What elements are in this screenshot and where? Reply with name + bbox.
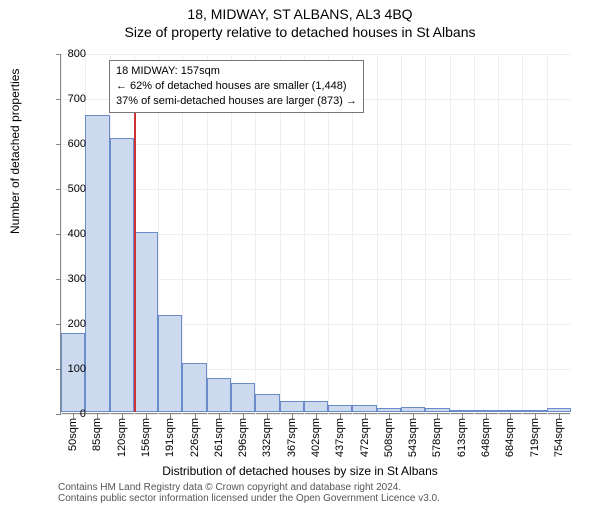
histogram-bar: [304, 401, 328, 412]
gridline: [425, 54, 426, 414]
xtick-label: 648sqm: [480, 418, 492, 457]
xtick-label: 508sqm: [383, 418, 395, 457]
gridline: [474, 54, 475, 414]
xtick-label: 332sqm: [261, 418, 273, 457]
histogram-bar: [474, 410, 498, 412]
histogram-bar: [328, 405, 352, 412]
x-axis-label: Distribution of detached houses by size …: [0, 464, 600, 478]
gridline: [61, 144, 571, 145]
xtick-label: 719sqm: [529, 418, 541, 457]
ytick-label: 700: [46, 93, 86, 105]
histogram-bar: [280, 401, 304, 412]
xtick-label: 472sqm: [359, 418, 371, 457]
xtick-label: 754sqm: [553, 418, 565, 457]
histogram-bar: [522, 410, 546, 412]
ytick-label: 600: [46, 138, 86, 150]
xtick-label: 367sqm: [286, 418, 298, 457]
histogram-bar: [85, 115, 109, 412]
marker-line: [134, 97, 136, 412]
annotation-line: 37% of semi-detached houses are larger (…: [116, 94, 357, 109]
histogram-bar: [425, 408, 449, 412]
annotation-line: ← 62% of detached houses are smaller (1,…: [116, 79, 357, 94]
gridline: [61, 189, 571, 190]
ytick-label: 0: [46, 408, 86, 420]
xtick-label: 296sqm: [237, 418, 249, 457]
attribution-line: Contains HM Land Registry data © Crown c…: [58, 482, 440, 493]
y-axis-label: Number of detached properties: [8, 69, 22, 234]
annotation-box: 18 MIDWAY: 157sqm← 62% of detached house…: [109, 60, 364, 113]
page-subtitle: Size of property relative to detached ho…: [0, 24, 600, 40]
ytick-label: 800: [46, 48, 86, 60]
attribution: Contains HM Land Registry data © Crown c…: [58, 482, 440, 504]
histogram-bar: [231, 383, 255, 412]
histogram-bar: [134, 232, 158, 412]
histogram-bar: [547, 408, 571, 413]
histogram-bar: [377, 408, 401, 413]
ytick-label: 200: [46, 318, 86, 330]
histogram-bar: [401, 407, 425, 412]
gridline: [498, 54, 499, 414]
ytick-label: 500: [46, 183, 86, 195]
histogram-bar: [182, 363, 206, 413]
attribution-line: Contains public sector information licen…: [58, 493, 440, 504]
histogram-bar: [352, 405, 376, 412]
ytick-label: 100: [46, 363, 86, 375]
xtick-label: 543sqm: [407, 418, 419, 457]
xtick-label: 85sqm: [91, 418, 103, 451]
histogram-bar: [158, 315, 182, 412]
xtick-label: 684sqm: [504, 418, 516, 457]
gridline: [450, 54, 451, 414]
gridline: [522, 54, 523, 414]
xtick-label: 156sqm: [140, 418, 152, 457]
xtick-label: 50sqm: [67, 418, 79, 451]
annotation-line: 18 MIDWAY: 157sqm: [116, 64, 357, 79]
gridline: [61, 54, 571, 55]
gridline: [401, 54, 402, 414]
xtick-label: 402sqm: [310, 418, 322, 457]
xtick-label: 226sqm: [189, 418, 201, 457]
xtick-label: 613sqm: [456, 418, 468, 457]
gridline: [547, 54, 548, 414]
plot-area: 50sqm85sqm120sqm156sqm191sqm226sqm261sqm…: [60, 54, 570, 414]
gridline: [377, 54, 378, 414]
histogram-bar: [450, 410, 474, 412]
xtick-label: 578sqm: [431, 418, 443, 457]
xtick-label: 261sqm: [213, 418, 225, 457]
histogram-bar: [207, 378, 231, 412]
histogram-bar: [110, 138, 134, 413]
histogram-chart: 50sqm85sqm120sqm156sqm191sqm226sqm261sqm…: [60, 54, 570, 414]
ytick-label: 400: [46, 228, 86, 240]
page-title: 18, MIDWAY, ST ALBANS, AL3 4BQ: [0, 6, 600, 22]
ytick-label: 300: [46, 273, 86, 285]
histogram-bar: [498, 410, 522, 412]
xtick-label: 191sqm: [164, 418, 176, 457]
histogram-bar: [255, 394, 279, 412]
xtick-label: 437sqm: [334, 418, 346, 457]
xtick-label: 120sqm: [116, 418, 128, 457]
